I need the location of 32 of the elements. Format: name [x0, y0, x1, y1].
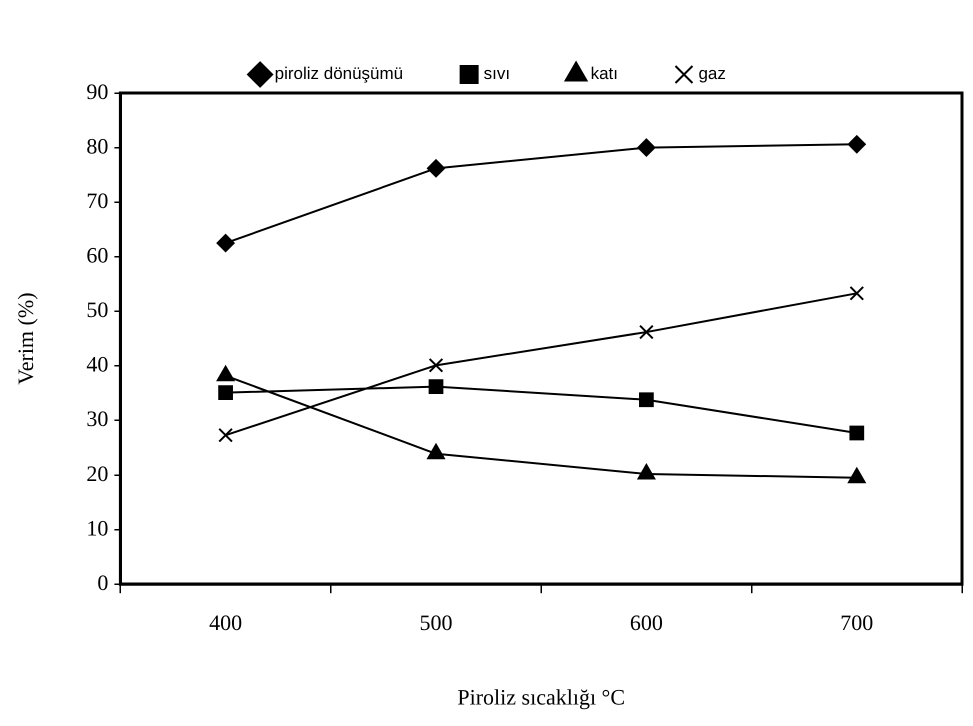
point [639, 324, 654, 340]
point [218, 428, 233, 443]
point [849, 286, 864, 301]
y-tick-label: 10 [86, 515, 108, 540]
y-tick-label: 90 [86, 78, 108, 104]
legend-label: piroliz dönüşümü [274, 64, 404, 84]
y-tick-label: 70 [86, 188, 108, 213]
point [637, 138, 656, 157]
y-tick-label: 20 [86, 460, 108, 486]
y-tick-label: 40 [86, 352, 108, 377]
y-tick-label: 30 [86, 406, 108, 432]
point [216, 234, 235, 252]
y-tick-label: 50 [86, 297, 108, 322]
point [639, 392, 654, 408]
x-tick-label: 700 [840, 610, 874, 636]
x-axis-title: Piroliz sıcaklığı °C [457, 684, 626, 710]
x-tick-label: 400 [209, 610, 242, 636]
point [218, 385, 233, 400]
point [427, 159, 445, 178]
y-axis-title: Verim (%) [12, 292, 38, 385]
legend-label: sıvı [484, 64, 510, 84]
point [848, 135, 866, 154]
point [849, 426, 864, 440]
legend-label: gaz [698, 64, 726, 84]
point [428, 358, 444, 373]
y-tick-label: 0 [97, 570, 108, 595]
y-tick-label: 60 [86, 242, 108, 268]
y-tick-label: 80 [86, 133, 108, 158]
legend-label: katı [590, 64, 618, 84]
x-tick-label: 500 [420, 610, 452, 636]
point [428, 379, 444, 394]
x-tick-label: 600 [630, 610, 663, 636]
